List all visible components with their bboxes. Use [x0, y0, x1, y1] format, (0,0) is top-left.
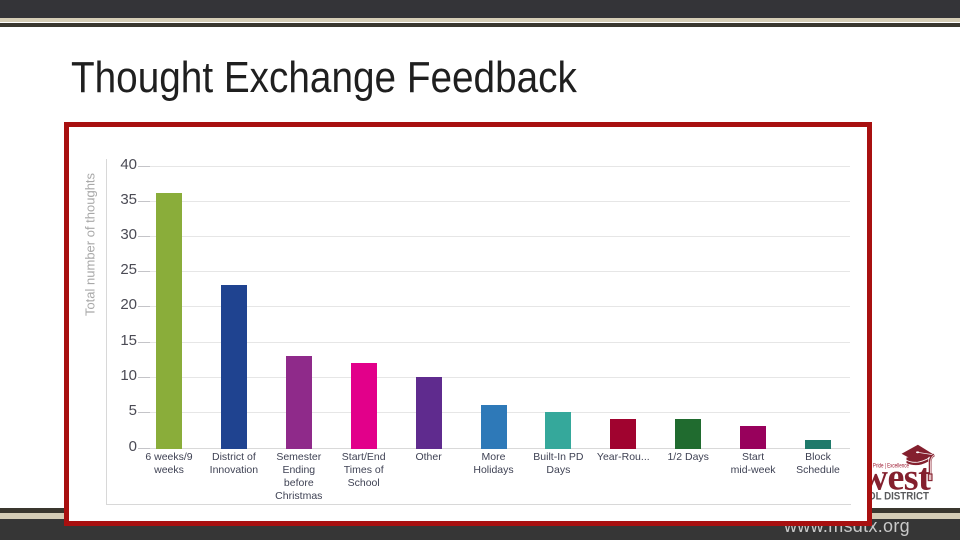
svg-text:| Pride | Excellence: | Pride | Excellence — [871, 463, 910, 470]
svg-text:OL DISTRICT: OL DISTRICT — [868, 491, 929, 503]
